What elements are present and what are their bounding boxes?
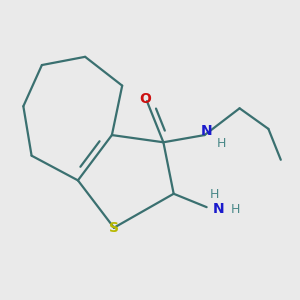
Text: N: N bbox=[213, 202, 225, 216]
Text: H: H bbox=[231, 203, 240, 216]
Text: O: O bbox=[139, 92, 151, 106]
Text: N: N bbox=[201, 124, 212, 138]
Text: S: S bbox=[109, 221, 119, 235]
Text: H: H bbox=[210, 188, 220, 201]
Text: H: H bbox=[216, 137, 226, 150]
